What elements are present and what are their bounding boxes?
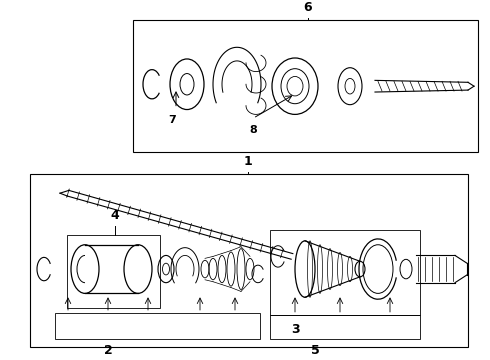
Text: 4: 4	[111, 210, 120, 222]
Bar	[270, 315, 420, 339]
Bar	[133, 20, 478, 152]
Text: 6: 6	[304, 1, 312, 14]
Bar	[30, 174, 468, 347]
Text: 1: 1	[244, 155, 252, 168]
Text: 5: 5	[311, 344, 319, 357]
Bar	[270, 230, 420, 315]
Bar	[55, 313, 260, 339]
Text: 2: 2	[103, 344, 112, 357]
Text: 8: 8	[249, 125, 257, 135]
Text: 3: 3	[291, 323, 299, 336]
Text: 7: 7	[168, 115, 176, 125]
Bar	[67, 235, 160, 308]
